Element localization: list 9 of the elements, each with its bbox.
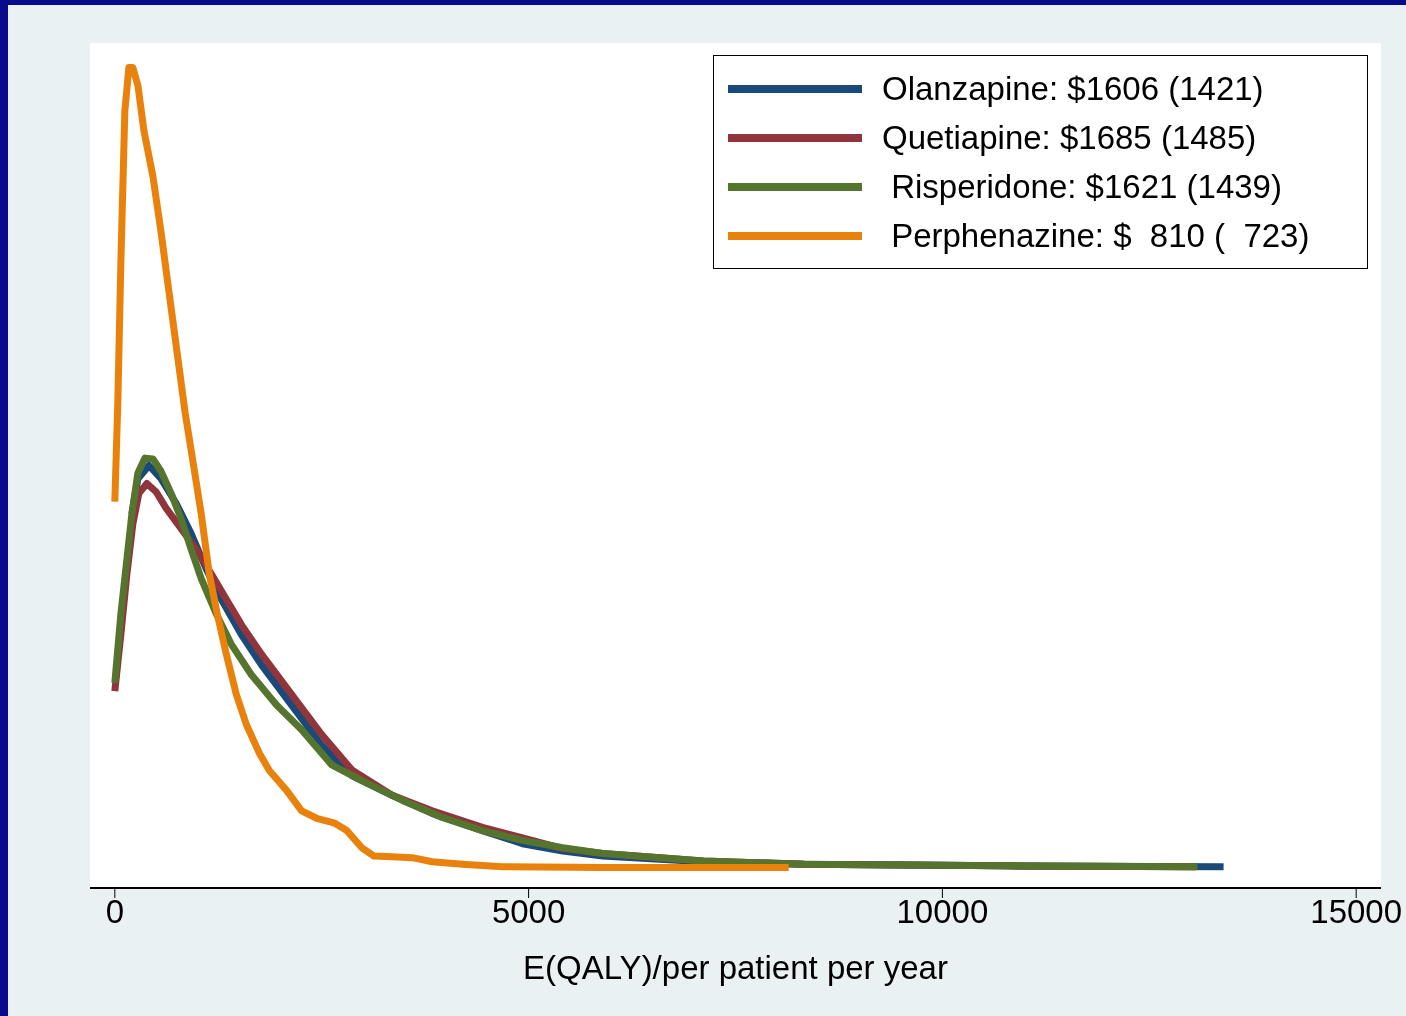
x-tick-label: 5000 (491, 893, 566, 931)
legend-label: Olanzapine: $1606 (1421) (882, 69, 1264, 108)
x-axis-title: E(QALY)/per patient per year (523, 949, 948, 987)
legend-label: Perphenazine: $ 810 ( 723) (890, 216, 1310, 255)
x-tick-label: 15000 (1310, 893, 1403, 931)
x-tick-label: 0 (105, 893, 125, 931)
x-tick-label: 10000 (896, 893, 989, 931)
legend-label: Risperidone: $1621 (1439) (890, 167, 1282, 206)
legend-label: Quetiapine: $1685 (1485) (882, 118, 1257, 157)
